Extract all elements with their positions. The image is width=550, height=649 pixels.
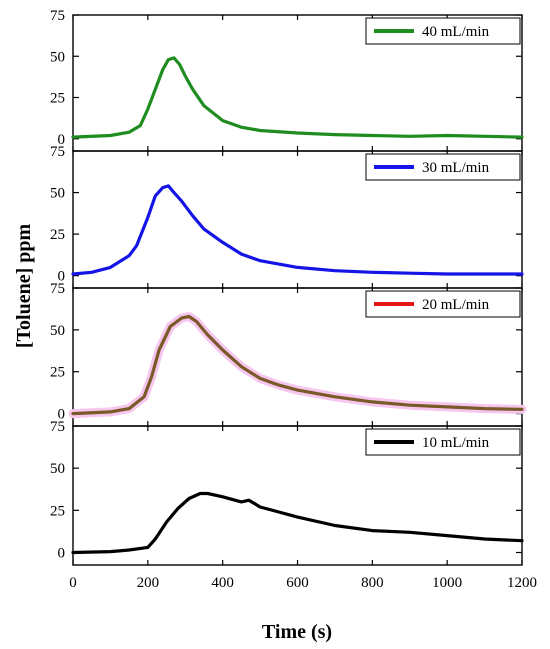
- legend-label: 30 mL/min: [422, 160, 490, 176]
- y-axis-title: [Toluene] ppm: [13, 224, 35, 349]
- y-tick-label: 75: [50, 144, 65, 160]
- x-tick-label: 200: [137, 575, 160, 591]
- y-tick-label: 25: [50, 365, 65, 381]
- x-tick-label: 0: [69, 575, 77, 591]
- y-tick-label: 0: [58, 407, 66, 423]
- y-tick-label: 50: [50, 461, 65, 477]
- x-tick-label: 400: [211, 575, 234, 591]
- y-tick-label: 50: [50, 49, 65, 65]
- legend-label: 20 mL/min: [422, 297, 490, 313]
- panel-2: 0 25 50 75 30 mL/min: [50, 144, 524, 289]
- y-tick-label: 75: [50, 419, 65, 435]
- y-tick-label: 25: [50, 503, 65, 519]
- x-axis-title: Time (s): [262, 621, 332, 643]
- series-line-10 mL/min: [71, 491, 524, 555]
- y-tick-label: 50: [50, 323, 65, 339]
- x-tick-label: 800: [361, 575, 384, 591]
- panel-3: 0 25 50 75 20 mL/min: [50, 281, 527, 427]
- series-line-30 mL/min: [71, 184, 524, 276]
- panel-4: 0 25 50 75 10 mL/min: [50, 419, 524, 566]
- y-tick-label: 50: [50, 186, 65, 202]
- series-line-20 mL/min: [71, 314, 524, 416]
- series-line-40 mL/min: [71, 56, 524, 139]
- y-tick-label: 25: [50, 91, 65, 107]
- x-tick-label: 600: [286, 575, 309, 591]
- panel-1: 0 25 50 75 40 mL/min: [50, 8, 524, 152]
- legend-label: 40 mL/min: [422, 24, 490, 40]
- y-tick-label: 0: [58, 132, 66, 148]
- y-tick-label: 75: [50, 281, 65, 297]
- panels: 0 25 50 75 40 mL/min 0 25 50 75 30 mL/min 0 25 50 75 2…: [50, 8, 537, 591]
- y-tick-label: 0: [58, 269, 66, 285]
- x-tick-label: 1000: [432, 575, 462, 591]
- y-tick-label: 75: [50, 8, 65, 24]
- x-tick-label: 1200: [507, 575, 537, 591]
- legend-label: 10 mL/min: [422, 435, 490, 451]
- y-tick-label: 0: [58, 545, 66, 561]
- y-tick-label: 25: [50, 227, 65, 243]
